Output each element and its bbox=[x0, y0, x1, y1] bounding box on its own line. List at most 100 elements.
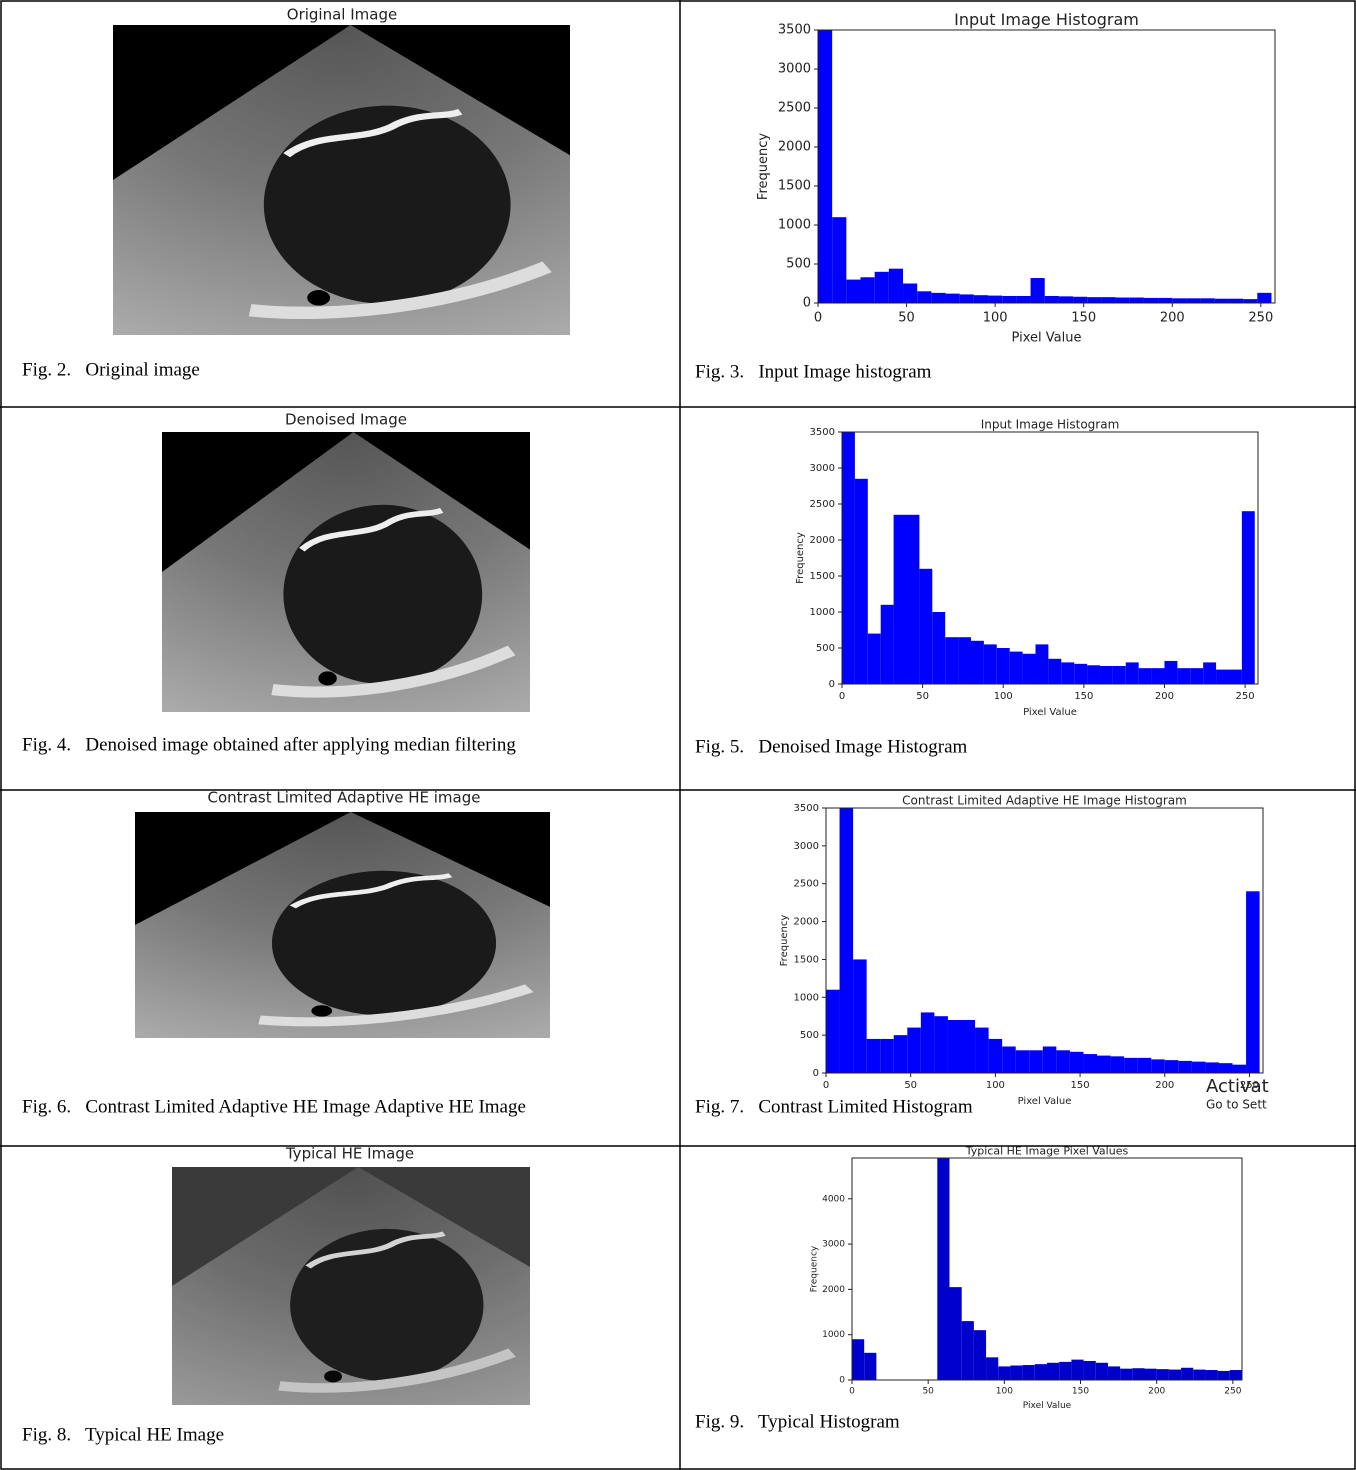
image-title: Typical HE Image bbox=[285, 1145, 414, 1163]
bar bbox=[1097, 1055, 1111, 1073]
bar bbox=[947, 1020, 962, 1073]
bar bbox=[920, 1012, 935, 1073]
bar bbox=[1099, 666, 1113, 684]
x-tick-label: 50 bbox=[916, 691, 929, 702]
bar bbox=[1190, 668, 1204, 684]
bar bbox=[1042, 1046, 1057, 1073]
bar bbox=[1205, 1062, 1219, 1073]
bar bbox=[1151, 668, 1165, 684]
x-tick-label: 250 bbox=[1224, 1387, 1241, 1397]
bar bbox=[1002, 295, 1017, 303]
bar bbox=[1186, 298, 1201, 303]
x-tick-label: 50 bbox=[898, 311, 915, 326]
bar bbox=[907, 1027, 921, 1073]
caption: Fig. 2. Original image bbox=[22, 359, 200, 380]
bar bbox=[917, 291, 932, 303]
bar bbox=[842, 432, 855, 684]
bar bbox=[1143, 297, 1159, 303]
bar bbox=[1101, 297, 1116, 303]
bar bbox=[1158, 297, 1173, 303]
bar bbox=[1056, 1050, 1070, 1073]
bar bbox=[1015, 1050, 1030, 1073]
bar bbox=[973, 1330, 987, 1380]
y-axis-label: Frequency bbox=[810, 1245, 820, 1292]
watermark: Activat bbox=[1206, 1076, 1269, 1097]
caption: Fig. 7. Contrast Limited Histogram bbox=[695, 1096, 973, 1117]
bar bbox=[1107, 1366, 1121, 1380]
bar bbox=[1232, 1064, 1247, 1073]
axes-frame bbox=[841, 431, 1259, 685]
image-title: Original Image bbox=[287, 6, 397, 24]
bar bbox=[1164, 660, 1178, 684]
bar bbox=[1214, 298, 1229, 303]
y-tick-label: 2500 bbox=[794, 879, 819, 890]
bar bbox=[1083, 1054, 1098, 1073]
bar bbox=[1124, 1057, 1138, 1073]
bar bbox=[1110, 1056, 1125, 1073]
bar bbox=[1178, 1060, 1192, 1073]
y-tick-label: 1500 bbox=[794, 954, 819, 965]
bar bbox=[1164, 1060, 1179, 1073]
caption: Fig. 5. Denoised Image Histogram bbox=[695, 736, 968, 757]
bar bbox=[1243, 299, 1258, 303]
x-axis-label: Pixel Value bbox=[1018, 1096, 1072, 1107]
bar bbox=[937, 1158, 950, 1380]
bar bbox=[1137, 1057, 1152, 1073]
bar bbox=[860, 277, 875, 303]
bar bbox=[1181, 1367, 1194, 1380]
bar bbox=[866, 1038, 881, 1073]
bar bbox=[1095, 1362, 1108, 1380]
caption: Fig. 9. Typical Histogram bbox=[695, 1411, 900, 1432]
y-tick-label: 2000 bbox=[810, 535, 835, 546]
bar bbox=[961, 1321, 974, 1380]
y-tick-label: 2500 bbox=[810, 499, 835, 510]
bar bbox=[1120, 1368, 1133, 1380]
y-axis-label: Frequency bbox=[779, 915, 790, 967]
bar bbox=[970, 640, 984, 684]
x-tick-label: 50 bbox=[904, 1080, 917, 1091]
bar bbox=[958, 637, 971, 684]
bar bbox=[932, 612, 946, 684]
image-title: Denoised Image bbox=[285, 411, 407, 429]
bar bbox=[1073, 296, 1088, 303]
axes-frame bbox=[825, 807, 1264, 1074]
bar bbox=[1216, 669, 1229, 684]
y-tick-label: 3000 bbox=[794, 841, 819, 852]
bar bbox=[1022, 653, 1036, 684]
y-tick-label: 3500 bbox=[794, 803, 819, 814]
y-tick-label: 1500 bbox=[778, 179, 811, 194]
x-tick-label: 150 bbox=[1071, 311, 1096, 326]
y-tick-label: 3000 bbox=[810, 463, 835, 474]
x-tick-label: 0 bbox=[823, 1080, 829, 1091]
bar bbox=[973, 295, 989, 303]
y-tick-label: 500 bbox=[816, 643, 835, 654]
bar bbox=[893, 514, 907, 684]
y-axis-label: Frequency bbox=[756, 133, 771, 200]
bar bbox=[975, 1027, 989, 1073]
bar bbox=[893, 1035, 908, 1073]
bar bbox=[1125, 662, 1139, 684]
bar bbox=[1200, 298, 1215, 303]
bar bbox=[919, 568, 933, 684]
y-tick-label: 1500 bbox=[810, 571, 835, 582]
bar bbox=[1177, 668, 1191, 684]
y-tick-label: 3000 bbox=[778, 62, 811, 77]
bar bbox=[1061, 662, 1075, 684]
bar bbox=[1048, 658, 1062, 684]
x-axis-label: Pixel Value bbox=[1023, 707, 1077, 718]
bar bbox=[1002, 1046, 1016, 1073]
bar bbox=[1229, 1370, 1242, 1380]
bar bbox=[1191, 1061, 1206, 1073]
bar bbox=[1035, 644, 1049, 684]
y-tick-label: 0 bbox=[813, 1068, 819, 1079]
axes-frame bbox=[817, 29, 1276, 304]
bar bbox=[1069, 1051, 1084, 1073]
y-tick-label: 3000 bbox=[822, 1240, 845, 1250]
bar bbox=[1058, 296, 1074, 303]
y-tick-label: 1000 bbox=[794, 992, 819, 1003]
x-tick-label: 0 bbox=[849, 1387, 855, 1397]
bar bbox=[1010, 1365, 1023, 1380]
bar bbox=[986, 1357, 999, 1380]
bar bbox=[880, 604, 894, 684]
y-tick-label: 1000 bbox=[778, 218, 811, 233]
